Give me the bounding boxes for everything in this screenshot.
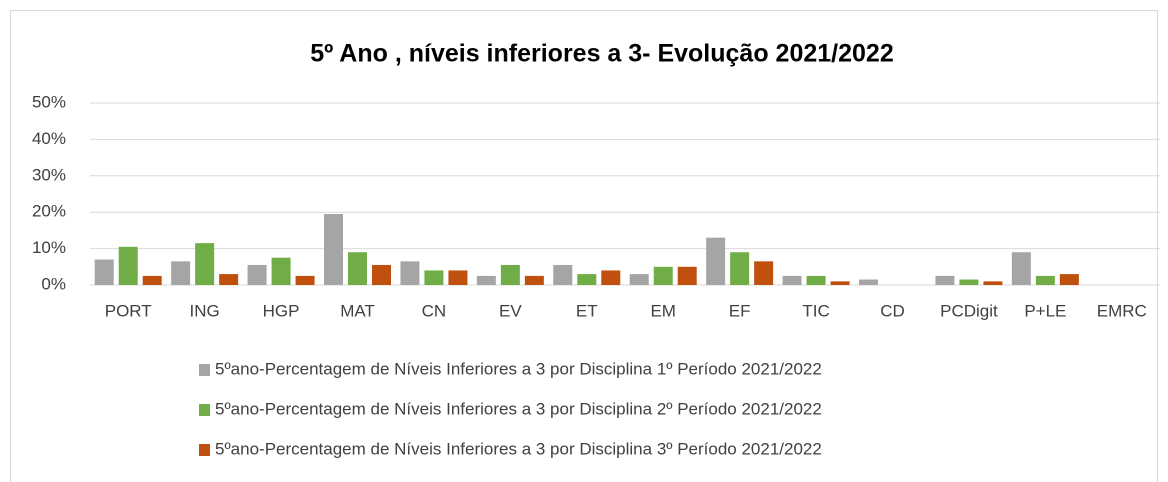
x-tick-label: TIC xyxy=(802,301,829,320)
legend-label: 5ºano-Percentagem de Níveis Inferiores a… xyxy=(215,439,822,458)
x-tick-label: EV xyxy=(499,301,522,320)
bar xyxy=(348,252,367,285)
bar xyxy=(706,237,726,285)
legend-label: 5ºano-Percentagem de Níveis Inferiores a… xyxy=(215,359,822,378)
x-tick-label: ING xyxy=(190,301,220,320)
bar xyxy=(118,246,138,285)
bar xyxy=(195,243,215,285)
x-tick-label: EM xyxy=(650,301,676,320)
bar xyxy=(553,264,573,285)
x-tick-label: CD xyxy=(880,301,905,320)
legend-swatch xyxy=(199,404,210,416)
bar xyxy=(782,275,802,285)
bar xyxy=(1035,275,1055,285)
bar xyxy=(653,266,673,285)
x-tick-label: MAT xyxy=(340,301,375,320)
bar xyxy=(324,214,343,285)
bar xyxy=(629,274,649,285)
x-tick-label: PCDigit xyxy=(940,301,998,320)
chart-title: 5º Ano , níveis inferiores a 3- Evolução… xyxy=(310,40,893,68)
x-tick-label: EMRC xyxy=(1097,301,1147,320)
bar xyxy=(959,279,979,285)
bar xyxy=(1059,274,1079,285)
bar xyxy=(424,270,444,285)
bar xyxy=(935,275,955,285)
bar xyxy=(400,261,420,285)
y-tick-label: 10% xyxy=(32,238,66,257)
bar xyxy=(372,264,391,285)
bar xyxy=(577,274,597,285)
x-tick-label: EF xyxy=(729,301,751,320)
bar xyxy=(476,275,496,285)
bar xyxy=(730,252,750,285)
bar xyxy=(171,261,191,285)
bar xyxy=(983,281,1003,285)
bar xyxy=(524,275,544,285)
x-tick-label: CN xyxy=(422,301,447,320)
bar xyxy=(806,275,826,285)
legend-swatch xyxy=(199,444,210,456)
bar xyxy=(754,261,774,285)
bar xyxy=(830,281,850,285)
y-tick-label: 30% xyxy=(32,165,66,184)
bar xyxy=(295,275,315,285)
y-tick-label: 0% xyxy=(41,274,66,293)
bar xyxy=(677,266,697,285)
bar xyxy=(500,264,520,285)
bar xyxy=(271,257,291,285)
bar xyxy=(142,275,162,285)
x-tick-label: ET xyxy=(576,301,598,320)
bar xyxy=(94,259,114,285)
bar xyxy=(448,270,468,285)
bar xyxy=(1011,252,1031,285)
y-tick-label: 20% xyxy=(32,202,66,221)
bar xyxy=(601,270,621,285)
legend-swatch xyxy=(199,364,210,376)
legend-label: 5ºano-Percentagem de Níveis Inferiores a… xyxy=(215,399,822,418)
y-tick-label: 50% xyxy=(32,92,66,111)
chart-frame xyxy=(10,10,1158,482)
bar xyxy=(219,274,239,285)
bar xyxy=(859,279,878,285)
x-tick-label: PORT xyxy=(105,301,152,320)
bar xyxy=(247,264,267,285)
x-tick-label: HGP xyxy=(263,301,300,320)
y-tick-label: 40% xyxy=(32,129,66,148)
x-tick-label: P+LE xyxy=(1024,301,1066,320)
